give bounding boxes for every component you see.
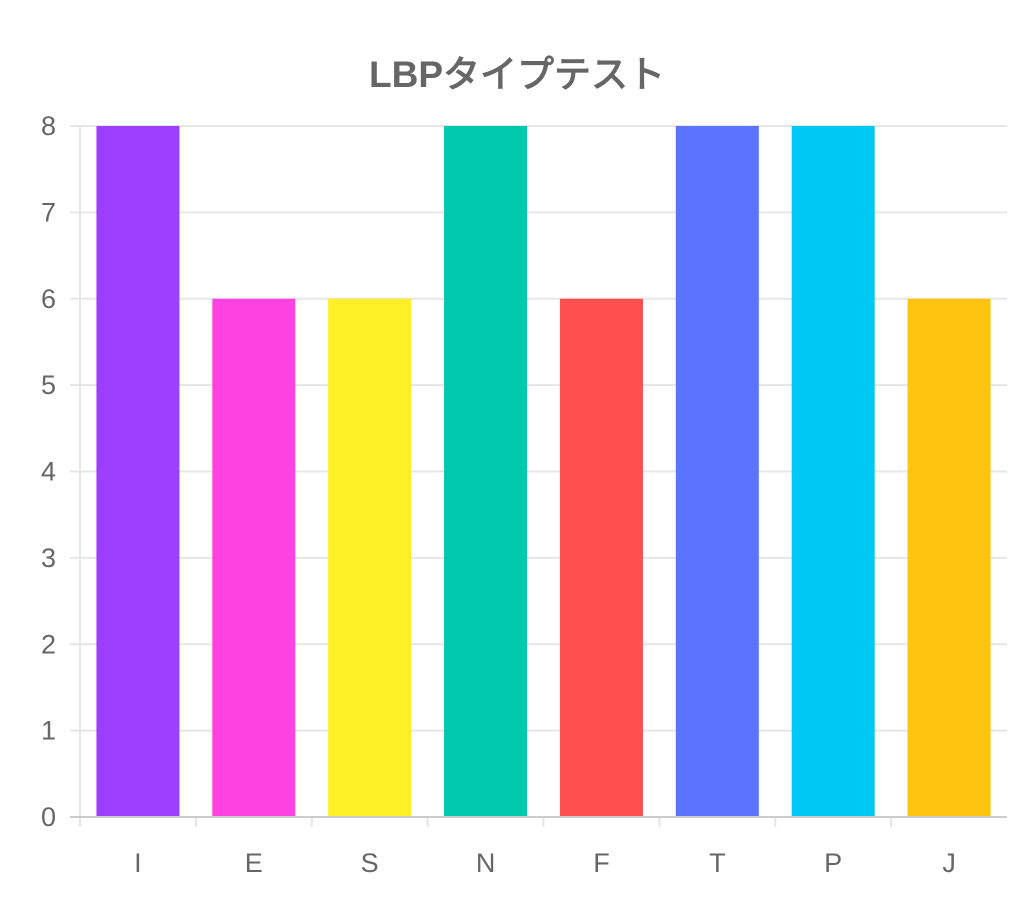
x-tick-label: S [361, 848, 379, 878]
y-tick-labels: 0 1 2 3 4 5 6 7 8 [41, 111, 56, 832]
y-tick-label: 2 [41, 629, 56, 659]
bar-N[interactable] [444, 126, 528, 817]
y-tick-label: 1 [41, 716, 56, 746]
y-tick-label: 7 [41, 197, 56, 227]
x-tick-label: I [134, 848, 142, 878]
x-tick-label: N [476, 848, 496, 878]
y-tick-label: 4 [41, 457, 56, 487]
bar-S[interactable] [328, 298, 412, 817]
bar-I[interactable] [96, 126, 180, 817]
bar-P[interactable] [791, 126, 875, 817]
x-tick-label: J [942, 848, 956, 878]
y-tick-label: 3 [41, 543, 56, 573]
x-tick-label: F [593, 848, 610, 878]
bar-E[interactable] [212, 298, 296, 817]
bar-J[interactable] [907, 298, 991, 817]
y-tick-label: 6 [41, 284, 56, 314]
x-tick-label: E [245, 848, 263, 878]
x-tick-label: T [709, 848, 726, 878]
bars [96, 126, 991, 817]
chart-title: LBPタイプテスト [369, 54, 665, 95]
bar-F[interactable] [559, 298, 643, 817]
y-tick-label: 8 [41, 111, 56, 141]
x-tick-label: P [824, 848, 842, 878]
bar-T[interactable] [675, 126, 759, 817]
y-tick-label: 5 [41, 370, 56, 400]
axes [70, 126, 1007, 827]
y-tick-label: 0 [41, 802, 56, 832]
